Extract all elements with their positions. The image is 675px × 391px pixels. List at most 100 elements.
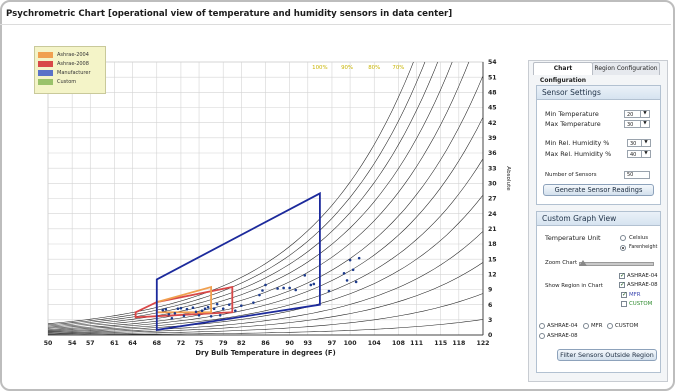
sensor-point — [240, 304, 243, 307]
mfr-label: MFR — [629, 292, 641, 298]
legend-label: Ashrae-2008 — [57, 60, 89, 67]
sensor-settings-section: Sensor Settings Min Temperature 20 ▼ Max… — [536, 85, 661, 205]
zoom-slider-thumb[interactable] — [578, 260, 587, 266]
max-temperature-label: Max Temperature — [545, 120, 601, 128]
y-tick-label: 3 — [488, 317, 492, 324]
celsius-radio[interactable] — [620, 235, 626, 241]
sensor-point — [179, 306, 183, 310]
number-of-sensors-label: Number of Sensors — [545, 172, 597, 178]
sensor-point — [309, 283, 313, 287]
sensor-point — [194, 310, 198, 314]
rh-curve — [48, 75, 483, 330]
legend-swatch — [38, 78, 53, 85]
min-temperature-select[interactable]: 20 ▼ — [624, 110, 650, 118]
fahrenheit-label: Farenheight — [629, 245, 658, 250]
x-tick-label: 97 — [328, 340, 337, 347]
x-tick-label: 75 — [195, 340, 204, 347]
y-tick-label: 42 — [488, 120, 497, 127]
y-tick-label: 9 — [488, 287, 492, 294]
filter-ashrae-08-label: ASHRAE-08 — [547, 333, 578, 339]
x-tick-label: 72 — [177, 340, 186, 347]
filter-ashrae-04-radio[interactable] — [539, 323, 545, 329]
sensor-point — [288, 286, 291, 290]
x-tick-label: 54 — [68, 340, 77, 347]
sensor-point — [167, 312, 171, 316]
legend-item-manufacturer[interactable]: Manufacturer — [38, 69, 91, 76]
max-humidity-select[interactable]: 40 ▼ — [627, 150, 651, 158]
min-humidity-select[interactable]: 30 ▼ — [627, 139, 651, 147]
x-tick-label: 64 — [128, 340, 137, 347]
filter-mfr-radio[interactable] — [583, 323, 589, 329]
x-tick-label: 57 — [86, 340, 95, 347]
ashrae-08-checkbox[interactable]: ✓ — [619, 281, 626, 288]
legend-item-ashrae-2008[interactable]: Ashrae-2008 — [38, 60, 89, 67]
rh-curve-label: 90% — [341, 65, 353, 71]
number-of-sensors-input[interactable]: 50 — [624, 171, 650, 179]
rh-curve-label: 100% — [312, 65, 327, 71]
sensor-point — [200, 309, 204, 313]
sensor-point — [327, 289, 331, 293]
ashrae-08-label: ASHRAE-08 — [627, 282, 658, 288]
rh-curve — [48, 62, 470, 329]
select-value: 30 — [627, 122, 634, 128]
y-tick-label: 21 — [488, 226, 497, 233]
sensor-point — [348, 258, 352, 262]
legend-item-ashrae-2004[interactable]: Ashrae-2004 — [38, 51, 89, 58]
rh-curve-label: 70% — [392, 65, 404, 71]
sensor-point — [170, 317, 174, 320]
filter-custom-radio[interactable] — [607, 323, 613, 329]
rh-curve — [48, 117, 483, 331]
rh-curve — [48, 231, 483, 334]
filter-ashrae-08-radio[interactable] — [539, 333, 545, 339]
mfr-checkbox[interactable]: ✓ — [621, 291, 628, 298]
generate-sensor-readings-button[interactable]: Generate Sensor Readings — [543, 184, 654, 196]
max-temperature-select[interactable]: 30 ▼ — [624, 120, 650, 128]
rh-curve — [48, 158, 483, 332]
rh-curve — [48, 194, 483, 333]
ashrae-04-checkbox[interactable]: ✓ — [619, 272, 626, 279]
x-tick-label: 111 — [410, 340, 423, 347]
sensor-point — [197, 313, 201, 317]
x-tick-label: 93 — [303, 340, 312, 347]
temperature-unit-label: Temperature Unit — [545, 234, 601, 242]
custom-checkbox[interactable] — [621, 301, 627, 307]
fahrenheit-radio[interactable] — [620, 245, 626, 251]
rh-curve — [48, 62, 414, 325]
sensor-point — [206, 305, 210, 309]
min-temperature-label: Min Temperature — [545, 110, 599, 118]
legend-swatch — [38, 51, 53, 58]
y-tick-label: 24 — [488, 211, 497, 218]
sensor-point — [218, 313, 222, 317]
legend-swatch — [38, 60, 53, 67]
y-tick-label: 15 — [488, 256, 497, 263]
zoom-slider-track[interactable] — [579, 262, 654, 266]
sensor-point — [282, 286, 285, 290]
title-divider — [0, 24, 671, 25]
sensor-point — [215, 302, 219, 306]
psychrometric-chart[interactable]: 50 54 57 61 64 68 72 75 79 82 86 90 93 97 100 104 108 111… — [30, 42, 520, 367]
custom-graph-view-section: Custom Graph View Temperature Unit Celsi… — [536, 211, 661, 373]
legend-item-custom[interactable]: Custom — [38, 78, 76, 85]
sensor-point — [354, 280, 358, 284]
sensor-point — [258, 293, 261, 297]
sensor-point — [351, 268, 355, 272]
chevron-down-icon: ▼ — [640, 111, 649, 117]
region-ashrae-2008 — [134, 285, 234, 319]
tab-region-configuration[interactable]: Region Configuration — [592, 62, 660, 75]
filter-sensors-outside-region-button[interactable]: Filter Sensors Outside Region — [557, 349, 657, 361]
rh-curve — [48, 62, 438, 327]
tab-chart-configuration[interactable]: Chart Configuration — [533, 62, 593, 84]
sensor-point — [173, 311, 177, 315]
y-axis-label: Absolute — [505, 166, 511, 191]
sensor-point — [252, 301, 255, 304]
sensor-point — [221, 307, 225, 311]
sensor-point — [209, 314, 213, 318]
ashrae-04-label: ASHRAE-04 — [627, 273, 658, 279]
chart-legend: Ashrae-2004 Ashrae-2008 Manufacturer Cus… — [34, 46, 106, 94]
select-value: 20 — [627, 112, 634, 118]
x-tick-label: 79 — [219, 340, 228, 347]
select-value: 30 — [630, 141, 637, 147]
legend-swatch — [38, 69, 53, 76]
sensor-point — [264, 283, 267, 287]
legend-label: Custom — [57, 78, 77, 85]
